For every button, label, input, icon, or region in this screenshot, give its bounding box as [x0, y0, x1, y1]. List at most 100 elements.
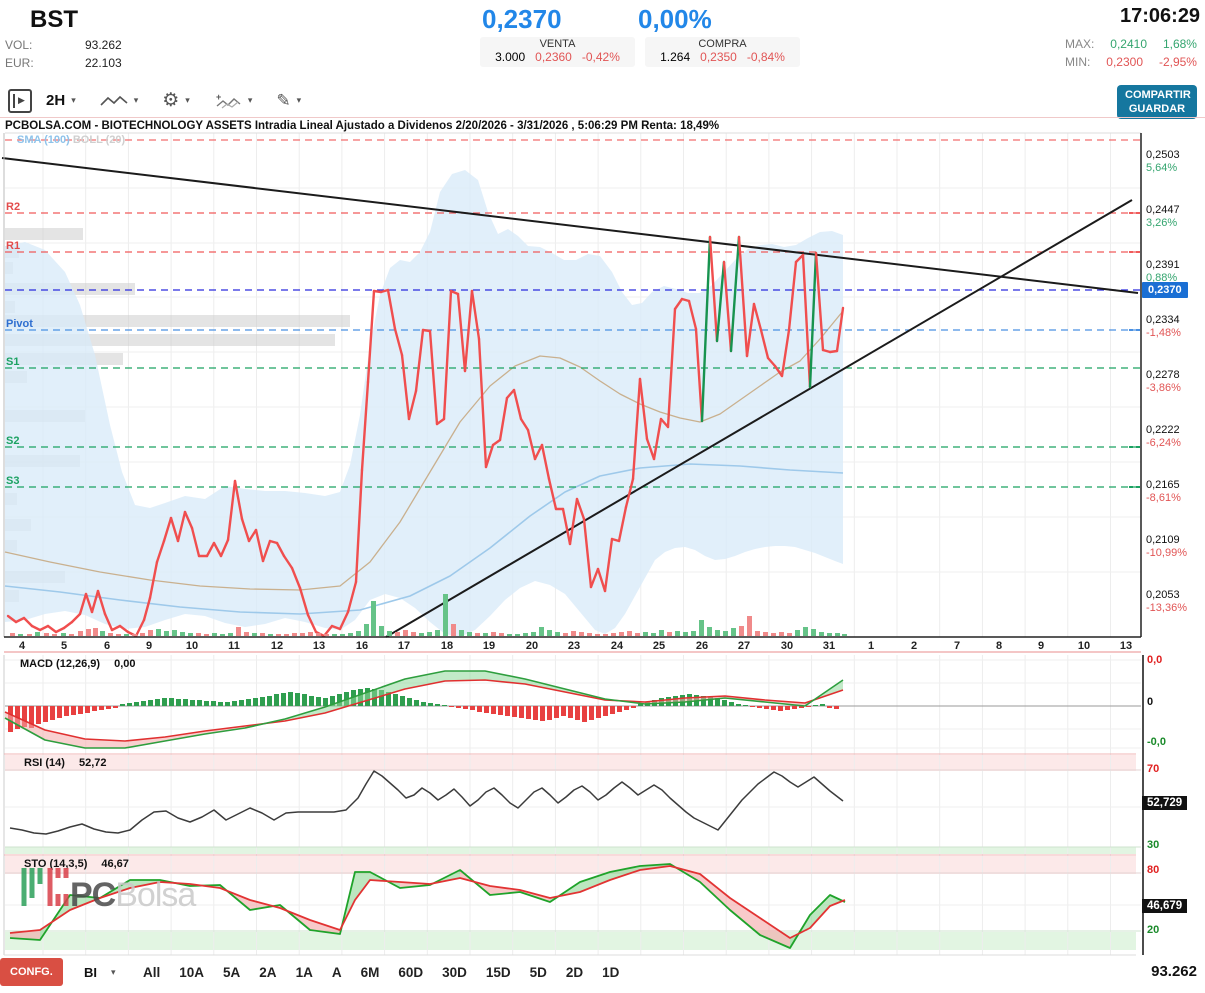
logo-bolsa-text: Bolsa	[115, 876, 196, 914]
range-button[interactable]: 15D	[485, 965, 511, 980]
chevron-down-icon: ▾	[71, 95, 76, 105]
bid-price: 0,2350	[700, 50, 737, 64]
ask-title: VENTA	[539, 38, 576, 50]
settings-dropdown[interactable]: ⚙ ▾	[162, 89, 190, 112]
bid-qty: 1.264	[660, 50, 691, 64]
axis-price-label: 0,2109	[1146, 534, 1180, 546]
sto-axis-top: 80	[1147, 864, 1160, 876]
share-save-button[interactable]: COMPARTIR GUARDAR	[1117, 85, 1197, 119]
axis-price-label: 0,2447	[1146, 204, 1180, 216]
ask-pct: -0,42%	[581, 50, 620, 64]
bid-quote: COMPRA 1.264 0,2350 -0,84%	[645, 37, 800, 67]
axis-percent-label: 3,26%	[1146, 217, 1178, 229]
pcbolsa-logo: PCBolsa	[18, 866, 196, 912]
legend-sma: SMA (100)	[17, 134, 70, 146]
x-axis-label: 30	[780, 640, 794, 652]
x-axis-label: 18	[440, 640, 454, 652]
range-button[interactable]: 5A	[223, 965, 241, 980]
range-button[interactable]: 30D	[442, 965, 467, 980]
logo-pc-text: PC	[70, 876, 116, 914]
rsi-axis-bottom: 30	[1147, 839, 1160, 851]
bottom-volume: 93.262	[1151, 963, 1197, 980]
current-price: 0,2370	[482, 4, 562, 34]
x-axis-label: 11	[228, 640, 240, 652]
chart-title: PCBOLSA.COM - BIOTECHNOLOGY ASSETS Intra…	[5, 120, 720, 132]
pivot-level-label: R2	[6, 201, 21, 213]
pivot-level-label: S2	[6, 435, 20, 447]
range-button[interactable]: A	[331, 965, 342, 980]
panel-toggle-icon: ▶	[8, 88, 32, 113]
x-axis-label: 13	[312, 640, 326, 652]
chevron-down-icon: ▾	[133, 95, 139, 105]
range-button[interactable]: 10A	[179, 965, 205, 980]
timeframe-label: 2H	[46, 92, 66, 109]
pivot-level-label: S3	[6, 475, 20, 487]
x-axis-label: 9	[145, 640, 153, 652]
chevron-down-icon: ▾	[296, 95, 302, 105]
rsi-label: RSI (14) 52,72	[24, 757, 107, 769]
sto-value-box: 46,679	[1142, 899, 1188, 913]
range-button[interactable]: 5D	[529, 965, 547, 980]
current-price-axis-box: 0,2370	[1142, 282, 1188, 298]
min-value: 0,2300	[1106, 55, 1143, 69]
range-button[interactable]: 6M	[360, 965, 380, 980]
pivot-level-label: R1	[6, 240, 21, 252]
config-button[interactable]: CONFG.	[0, 958, 63, 986]
range-button[interactable]: 1D	[602, 965, 620, 980]
pcbolsa-logo-icon	[21, 868, 69, 906]
range-button[interactable]: All	[143, 965, 161, 980]
rsi-axis-top: 70	[1147, 763, 1160, 775]
x-axis-label: 7	[953, 640, 961, 652]
bid-title: COMPRA	[698, 38, 747, 50]
chart-type-dropdown[interactable]: ▾	[100, 94, 139, 108]
index-dropdown[interactable]: BI ▾	[84, 965, 116, 980]
bid-pct: -0,84%	[746, 50, 785, 64]
axis-percent-label: -6,24%	[1146, 437, 1181, 449]
chart-legend: SMA (100) BOLL (20)	[17, 134, 125, 146]
axis-percent-label: -3,86%	[1146, 382, 1181, 394]
add-indicator-dropdown[interactable]: + ▾	[214, 92, 253, 110]
range-button[interactable]: 2A	[259, 965, 277, 980]
legend-boll: BOLL (20)	[72, 134, 126, 146]
x-axis-label: 20	[525, 640, 539, 652]
max-pct: 1,68%	[1162, 37, 1197, 51]
range-button[interactable]: 60D	[398, 965, 424, 980]
range-button[interactable]: 2D	[565, 965, 584, 980]
pivot-level-label: Pivot	[6, 318, 33, 330]
max-row: MAX: 0,2410 1,68%	[1065, 37, 1197, 51]
chevron-down-icon: ▾	[247, 95, 253, 105]
chevron-down-icon: ▾	[111, 967, 116, 977]
x-axis-label: 19	[482, 640, 496, 652]
add-indicator-icon: +	[216, 92, 241, 108]
x-axis-label: 4	[18, 640, 26, 652]
line-chart-icon	[100, 95, 128, 106]
axis-percent-label: -13,36%	[1146, 602, 1187, 614]
draw-tools-dropdown[interactable]: ✎ ▾	[276, 91, 301, 111]
sto-axis-bottom: 20	[1147, 924, 1160, 936]
save-label: GUARDAR	[1128, 103, 1186, 115]
min-row: MIN: 0,2300 -2,95%	[1065, 55, 1197, 69]
range-button[interactable]: 1A	[295, 965, 313, 980]
x-axis-label: 6	[103, 640, 111, 652]
ask-qty: 3.000	[495, 50, 526, 64]
max-label: MAX:	[1065, 37, 1095, 51]
change-percent: 0,00%	[638, 4, 712, 34]
vol-label: VOL:	[5, 38, 33, 52]
vol-value: 93.262	[85, 38, 122, 52]
ask-quote: VENTA 3.000 0,2360 -0,42%	[480, 37, 635, 67]
x-axis-label: 13	[1119, 640, 1133, 652]
axis-price-label: 0,2278	[1146, 369, 1180, 381]
macd-axis-zero: 0	[1147, 696, 1154, 708]
x-axis-label: 2	[910, 640, 918, 652]
timeframe-dropdown[interactable]: 2H ▾	[46, 92, 76, 109]
panel-toggle-button[interactable]: ▶	[8, 88, 32, 113]
x-axis-label: 1	[867, 640, 875, 652]
macd-label: MACD (12,26,9) 0,00	[20, 658, 136, 670]
axis-price-label: 0,2165	[1146, 479, 1180, 491]
rsi-value-box: 52,729	[1142, 796, 1188, 810]
macd-axis-bottom: -0,0	[1147, 736, 1166, 748]
share-label: COMPARTIR	[1125, 89, 1191, 101]
pencil-icon: ✎	[276, 90, 291, 110]
pivot-level-label: S1	[6, 356, 20, 368]
